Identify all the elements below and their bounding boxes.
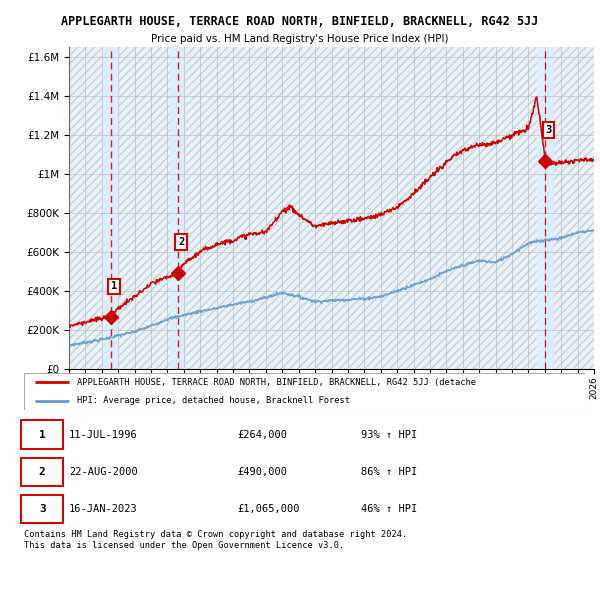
Bar [69,47,85,369]
Bar [479,47,496,369]
Text: Price paid vs. HM Land Registry's House Price Index (HPI): Price paid vs. HM Land Registry's House … [151,34,449,44]
Bar [200,47,217,369]
Bar [118,47,134,369]
Bar [266,47,282,369]
Text: 11-JUL-1996: 11-JUL-1996 [69,430,137,440]
Bar [397,47,413,369]
Bar [266,47,282,369]
Text: 22-AUG-2000: 22-AUG-2000 [69,467,137,477]
Bar [85,47,102,369]
Bar [578,47,594,369]
Bar [413,47,430,369]
FancyBboxPatch shape [21,421,63,448]
Bar [529,47,545,369]
Bar [315,47,331,369]
Text: HPI: Average price, detached house, Bracknell Forest: HPI: Average price, detached house, Brac… [77,396,350,405]
Bar [545,47,561,369]
Text: 3: 3 [39,504,46,514]
Bar [282,47,299,369]
Bar [134,47,151,369]
Bar [299,47,315,369]
Bar [430,47,446,369]
Bar [184,47,200,369]
Text: 16-JAN-2023: 16-JAN-2023 [69,504,137,514]
Text: 2: 2 [39,467,46,477]
Bar [103,47,119,369]
Bar [299,47,315,369]
Bar [348,47,364,369]
Bar [578,47,594,369]
Text: £1,065,000: £1,065,000 [237,504,299,514]
Text: 86% ↑ HPI: 86% ↑ HPI [361,467,417,477]
Bar [479,47,496,369]
Text: 1: 1 [39,430,46,440]
Bar [69,47,85,369]
Bar [529,47,545,369]
Bar [512,47,529,369]
Bar [200,47,217,369]
Bar [102,47,118,369]
Bar [331,47,348,369]
Bar [561,47,578,369]
Bar [364,47,381,369]
Bar [315,47,331,369]
Bar [217,47,233,369]
Bar [446,47,463,369]
Bar [151,47,167,369]
Bar [561,47,578,369]
Bar [430,47,446,369]
FancyBboxPatch shape [21,495,63,523]
Bar [545,47,561,369]
Bar [217,47,233,369]
Text: APPLEGARTH HOUSE, TERRACE ROAD NORTH, BINFIELD, BRACKNELL, RG42 5JJ (detache: APPLEGARTH HOUSE, TERRACE ROAD NORTH, BI… [77,378,476,386]
Bar [397,47,413,369]
Bar [413,47,430,369]
Bar [348,47,364,369]
Bar [364,47,381,369]
Bar [233,47,250,369]
Bar [85,47,102,369]
Bar [331,47,348,369]
Bar [170,47,186,369]
Bar [167,47,184,369]
Text: APPLEGARTH HOUSE, TERRACE ROAD NORTH, BINFIELD, BRACKNELL, RG42 5JJ: APPLEGARTH HOUSE, TERRACE ROAD NORTH, BI… [61,15,539,28]
Bar [151,47,167,369]
Bar [282,47,299,369]
Bar [496,47,512,369]
Bar [537,47,554,369]
Bar [118,47,134,369]
Text: 1: 1 [110,281,117,291]
Bar [512,47,529,369]
Bar [463,47,479,369]
Text: £490,000: £490,000 [237,467,287,477]
Text: 93% ↑ HPI: 93% ↑ HPI [361,430,417,440]
Bar [233,47,250,369]
Text: 3: 3 [545,125,552,135]
Text: £264,000: £264,000 [237,430,287,440]
Bar [463,47,479,369]
Bar [184,47,200,369]
Bar [446,47,463,369]
Text: 2: 2 [178,237,184,247]
Bar [167,47,184,369]
Bar [134,47,151,369]
Bar [102,47,118,369]
Bar [250,47,266,369]
Bar [250,47,266,369]
Text: Contains HM Land Registry data © Crown copyright and database right 2024.
This d: Contains HM Land Registry data © Crown c… [24,530,407,550]
Bar [496,47,512,369]
Bar [381,47,397,369]
Bar [381,47,397,369]
FancyBboxPatch shape [21,458,63,486]
Text: 46% ↑ HPI: 46% ↑ HPI [361,504,417,514]
